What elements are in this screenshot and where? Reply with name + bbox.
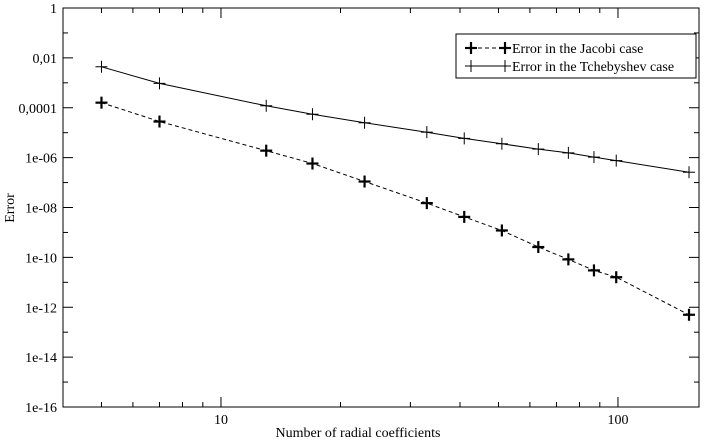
data-point: [562, 146, 575, 159]
series-layer: [95, 60, 696, 321]
x-axis-title: Number of radial coefficients: [276, 426, 441, 441]
data-point: [587, 264, 600, 277]
data-point: [495, 224, 508, 237]
data-point: [260, 99, 273, 112]
y-tick-label: 1e-16: [25, 401, 57, 416]
y-tick-label: 0,01: [33, 52, 58, 67]
y-tick-label: 1e-06: [25, 152, 57, 167]
y-tick-label: 1e-14: [25, 351, 57, 366]
series-line: [101, 66, 690, 173]
y-tick-label: 1e-12: [25, 301, 57, 316]
data-point: [95, 96, 108, 109]
data-point: [458, 132, 471, 145]
y-axis-title: Error: [3, 193, 18, 223]
legend-marker: [465, 60, 477, 72]
data-point: [306, 108, 319, 121]
data-point: [260, 144, 273, 157]
legend-box: [455, 33, 697, 79]
data-point: [610, 271, 623, 284]
data-point: [587, 151, 600, 164]
data-point: [562, 253, 575, 266]
legend-item-tchebyshev: Error in the Tchebyshev case: [465, 60, 674, 75]
data-point: [458, 210, 471, 223]
y-tick-label: 1e-10: [25, 251, 57, 266]
data-point: [610, 154, 623, 167]
x-tick-label: 100: [607, 413, 628, 428]
data-point: [153, 77, 166, 90]
data-point: [306, 157, 319, 170]
legend-label: Error in the Jacobi case: [512, 42, 643, 57]
y-tick-label: 1: [50, 2, 57, 17]
data-point: [532, 241, 545, 254]
data-point: [683, 308, 696, 321]
data-point: [95, 60, 108, 73]
x-tick-label: 10: [214, 413, 228, 428]
data-point: [358, 116, 371, 129]
y-tick-label: 0,0001: [19, 102, 58, 117]
series-tchebyshev: [95, 60, 696, 179]
legend-marker: [499, 60, 511, 72]
data-point: [153, 115, 166, 128]
legend-label: Error in the Tchebyshev case: [512, 60, 674, 75]
data-point: [683, 166, 696, 179]
axis-ticks: 1 0,01 0,0001 1e-06 1e-08 1e-10 1e-12 1e-14 1e-1…: [19, 2, 699, 428]
legend-item-jacobi: Error in the Jacobi case: [465, 42, 643, 57]
y-tick-label: 1e-08: [25, 202, 57, 217]
data-point: [420, 197, 433, 210]
data-point: [358, 175, 371, 188]
legend-marker: [465, 42, 477, 54]
series-line: [101, 102, 690, 316]
legend: Error in the Jacobi case Error in the Tch…: [455, 33, 697, 79]
data-point: [532, 143, 545, 156]
data-point: [495, 137, 508, 150]
series-jacobi: [95, 96, 696, 321]
data-point: [420, 126, 433, 139]
legend-marker: [499, 42, 511, 54]
